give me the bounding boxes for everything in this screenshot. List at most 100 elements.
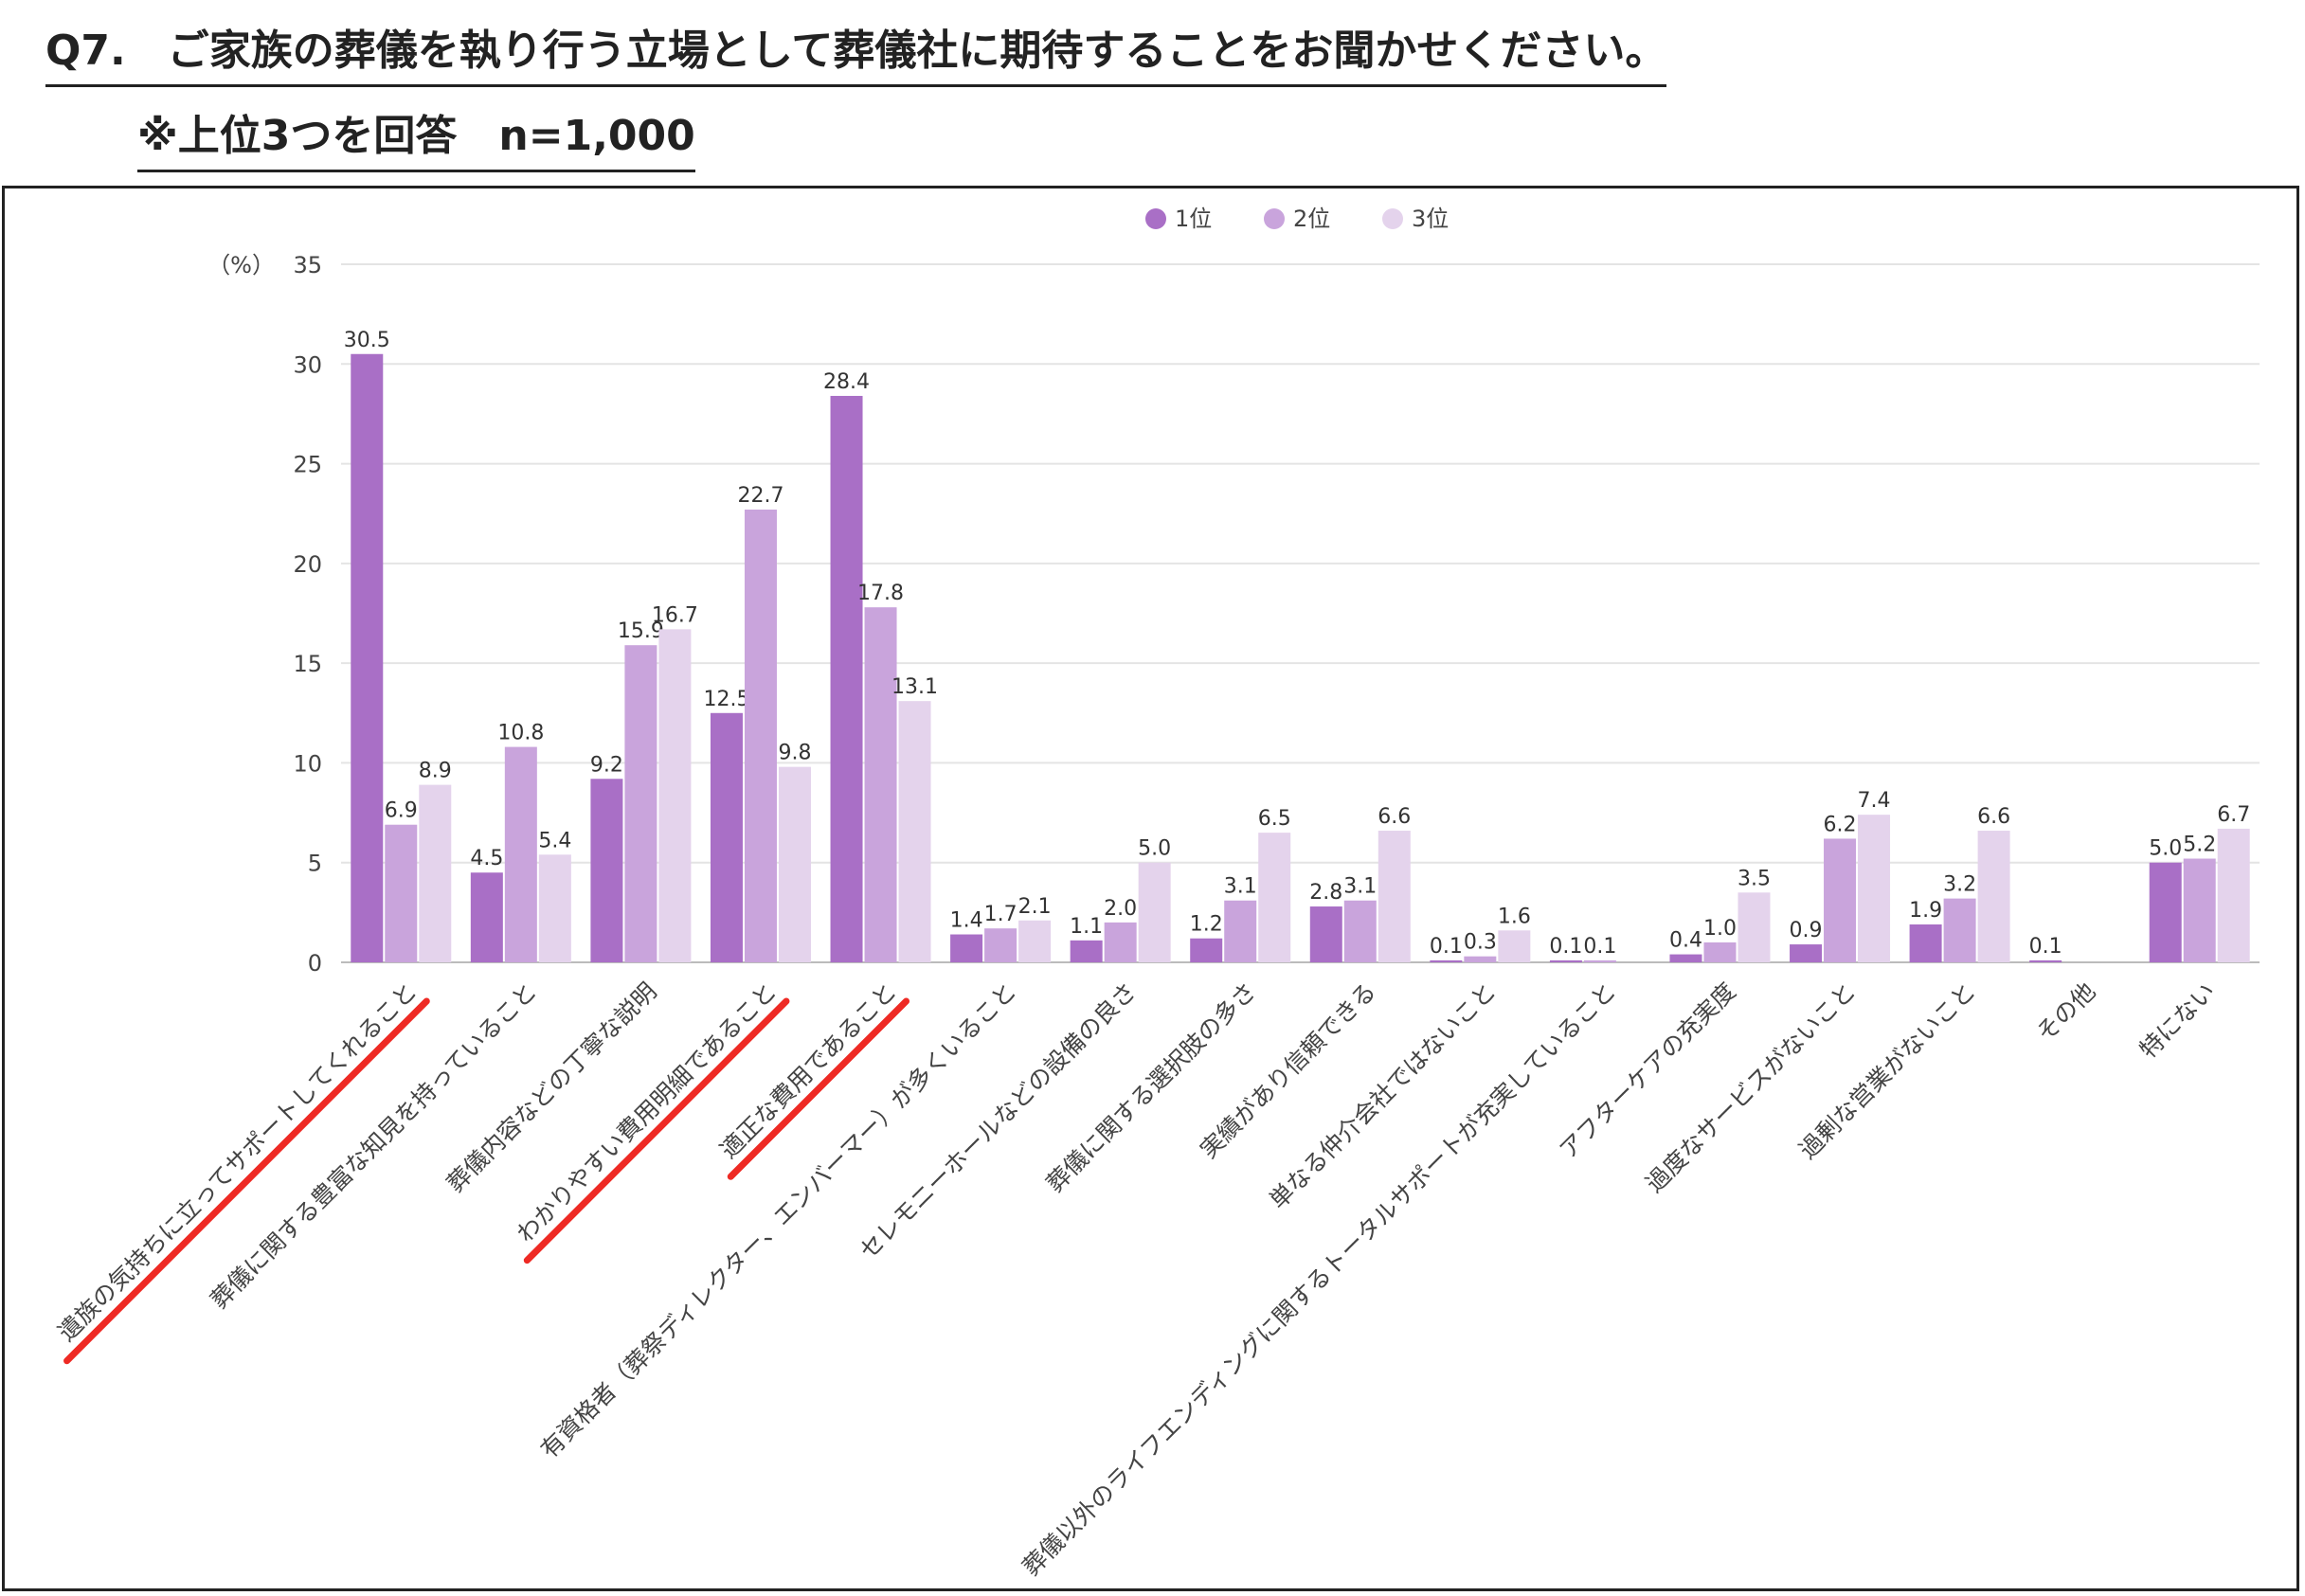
bar bbox=[1858, 815, 1891, 962]
bar-value-label: 6.7 bbox=[2217, 803, 2250, 827]
bar-value-label: 30.5 bbox=[344, 329, 390, 352]
category-label: 葬儀内容などの丁寧な説明 bbox=[441, 977, 662, 1198]
bar bbox=[864, 607, 897, 962]
bar bbox=[1583, 959, 1616, 962]
bar bbox=[1824, 838, 1857, 962]
bar-value-label: 1.2 bbox=[1190, 913, 1223, 937]
bar bbox=[1430, 959, 1463, 962]
highlight-underline bbox=[63, 997, 430, 1365]
chart-frame: 0 5 10 15 20 25 30 35 （%） 1位 2位 3位 30.5 6.9 8.9 遺族の気持ちに… bbox=[2, 186, 2299, 1591]
bar-value-label: 5.0 bbox=[2149, 837, 2182, 861]
bar bbox=[2217, 828, 2250, 962]
bar bbox=[1498, 930, 1531, 962]
y-tick-label: 20 bbox=[293, 551, 322, 578]
bar-value-label: 6.9 bbox=[385, 799, 418, 823]
y-tick-label: 15 bbox=[293, 651, 322, 677]
category-label: 葬儀に関する選択肢の多さ bbox=[1041, 977, 1262, 1198]
bar bbox=[470, 872, 503, 962]
legend-marker bbox=[1382, 208, 1403, 229]
category-label: 単なる仲介会社ではないこと bbox=[1264, 977, 1501, 1214]
bar-value-label: 1.7 bbox=[984, 903, 1017, 926]
category-label: 葬儀以外のライフエンディングに関するトータルサポートが充実していること bbox=[1017, 977, 1621, 1581]
bar-value-label: 6.6 bbox=[1977, 805, 2010, 829]
question-subtitle: ※上位3つを回答 n=1,000 bbox=[137, 112, 695, 172]
bar bbox=[504, 746, 537, 962]
bar bbox=[1343, 900, 1377, 962]
bar-value-label: 28.4 bbox=[823, 370, 870, 394]
bar-value-label: 0.4 bbox=[1669, 929, 1702, 953]
legend-marker bbox=[1145, 208, 1166, 229]
bar-value-label: 15.9 bbox=[618, 619, 664, 643]
bar-value-label: 1.6 bbox=[1498, 905, 1531, 928]
bar bbox=[1070, 940, 1103, 962]
bar bbox=[984, 928, 1017, 962]
bar bbox=[590, 779, 623, 962]
bar bbox=[2183, 858, 2216, 962]
bar bbox=[1138, 862, 1171, 962]
bar-value-label: 3.1 bbox=[1224, 875, 1257, 899]
bar-value-label: 5.2 bbox=[2183, 834, 2216, 857]
bar-value-label: 0.3 bbox=[1464, 931, 1497, 955]
legend-label: 3位 bbox=[1412, 206, 1449, 232]
bar bbox=[1309, 906, 1342, 962]
bar-value-label: 17.8 bbox=[857, 582, 904, 605]
bar bbox=[385, 824, 418, 962]
bar bbox=[898, 701, 931, 962]
bar bbox=[419, 784, 452, 962]
category-label: 特にない bbox=[2134, 977, 2221, 1064]
bar-value-label: 5.0 bbox=[1138, 837, 1171, 861]
bar bbox=[1258, 833, 1291, 962]
bar bbox=[1378, 831, 1411, 962]
bar-value-label: 0.1 bbox=[2029, 935, 2062, 959]
y-tick-label: 25 bbox=[293, 452, 322, 478]
bar bbox=[1909, 924, 1942, 962]
bar-value-label: 4.5 bbox=[470, 847, 503, 870]
bar bbox=[2029, 959, 2062, 962]
bar bbox=[1738, 892, 1771, 962]
bar bbox=[2149, 862, 2182, 962]
bar bbox=[1977, 831, 2010, 962]
bar-value-label: 2.0 bbox=[1104, 897, 1137, 921]
bar-value-label: 3.2 bbox=[1943, 873, 1976, 897]
bar-value-label: 8.9 bbox=[419, 760, 452, 783]
y-tick-label: 5 bbox=[308, 851, 322, 877]
question-title: Q7. ご家族の葬儀を執り行う立場として葬儀社に期待することをお聞かせください。 bbox=[45, 27, 1667, 87]
bar-value-label: 2.1 bbox=[1018, 895, 1052, 919]
bar bbox=[1669, 954, 1702, 962]
bar bbox=[1190, 938, 1223, 962]
legend-label: 1位 bbox=[1175, 206, 1212, 232]
bar bbox=[1549, 959, 1582, 962]
bar bbox=[658, 629, 692, 962]
bar-value-label: 3.1 bbox=[1343, 875, 1377, 899]
bar bbox=[1943, 898, 1976, 962]
bar-value-label: 1.9 bbox=[1909, 899, 1942, 923]
bar-value-label: 9.8 bbox=[778, 742, 811, 765]
y-tick-label: 10 bbox=[293, 750, 322, 777]
y-tick-label: 30 bbox=[293, 351, 322, 378]
bar-value-label: 5.4 bbox=[538, 829, 571, 852]
bar-value-label: 10.8 bbox=[497, 722, 544, 745]
bar bbox=[1703, 941, 1737, 962]
bar-value-label: 1.1 bbox=[1070, 915, 1103, 939]
bar bbox=[1464, 956, 1497, 962]
bar-value-label: 0.1 bbox=[1549, 935, 1582, 959]
bar bbox=[624, 645, 657, 962]
highlight-underline bbox=[523, 997, 790, 1264]
bar-value-label: 0.1 bbox=[1583, 935, 1616, 959]
y-tick-label: 0 bbox=[308, 950, 322, 977]
bar-value-label: 9.2 bbox=[590, 753, 623, 777]
bar bbox=[1224, 900, 1257, 962]
bar-value-label: 7.4 bbox=[1858, 789, 1891, 813]
bar-value-label: 1.4 bbox=[950, 909, 983, 933]
bar bbox=[351, 353, 384, 962]
bar bbox=[710, 712, 743, 962]
y-tick-label: 35 bbox=[293, 252, 322, 278]
bar bbox=[1018, 920, 1052, 962]
bar-value-label: 22.7 bbox=[737, 484, 783, 508]
bar-value-label: 2.8 bbox=[1309, 881, 1342, 905]
y-unit-label: （%） bbox=[207, 252, 275, 278]
category-label: 過度なサービスがないこと bbox=[1641, 977, 1862, 1198]
bar-value-label: 16.7 bbox=[652, 603, 698, 627]
category-label: わかりやすい費用明細であること bbox=[512, 977, 783, 1248]
